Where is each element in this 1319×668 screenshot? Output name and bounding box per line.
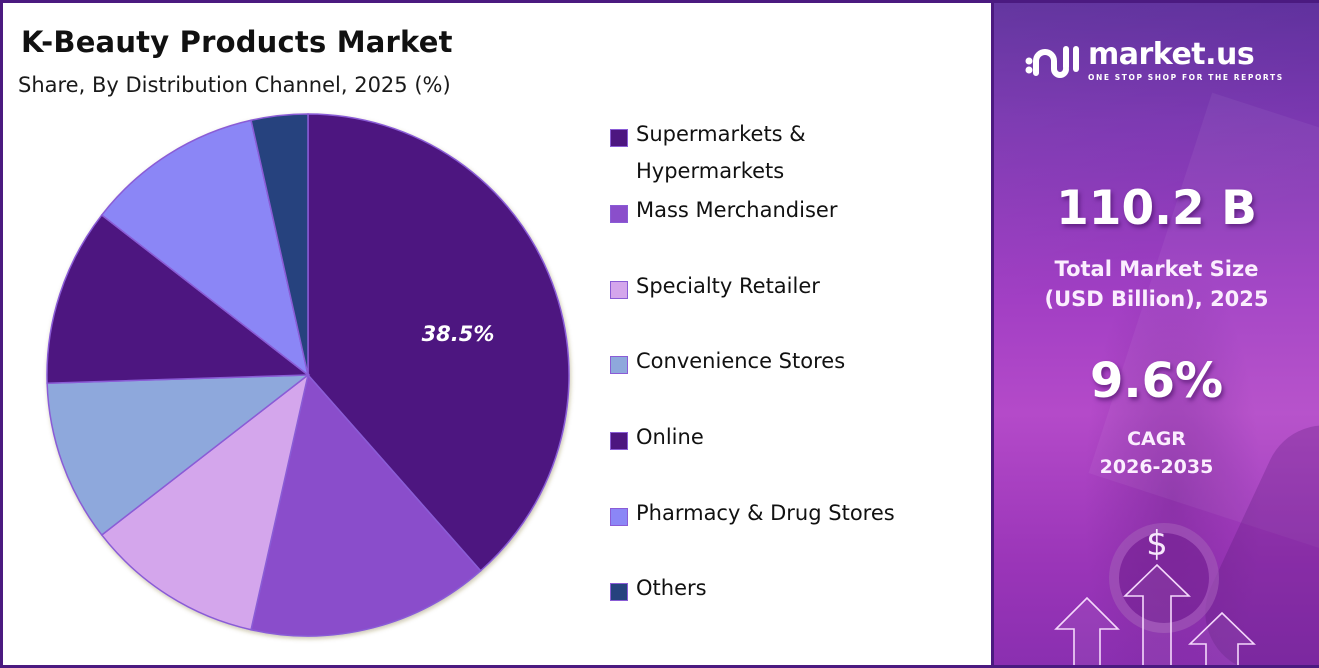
- pie-slice-pharmacy-drug-stores[interactable]: [100, 119, 310, 377]
- legend-label: Convenience Stores: [636, 349, 846, 373]
- legend-label-line2: Hypermarkets: [636, 159, 785, 183]
- legend-swatch-others: [610, 583, 628, 601]
- legend-swatch-online: [610, 432, 628, 450]
- legend-item-mass-merchandiser[interactable]: Mass Merchandiser: [610, 198, 956, 229]
- dollar-icon: $: [1146, 524, 1168, 564]
- legend-label-line1: Supermarkets &: [636, 122, 806, 146]
- pie-slice-online[interactable]: [46, 213, 311, 384]
- legend-label: Supermarkets & Hypermarkets: [636, 116, 956, 190]
- legend-item-specialty-retailer[interactable]: Specialty Retailer: [610, 274, 956, 305]
- brand-text: market.us ONE STOP SHOP FOR THE REPORTS: [1088, 37, 1284, 83]
- market-size-value: 110.2 B: [1056, 181, 1257, 236]
- pie-slice-others[interactable]: [250, 113, 309, 376]
- legend-label: Others: [636, 576, 707, 600]
- pie-chart-svg: [46, 113, 570, 637]
- legend-label: Online: [636, 425, 704, 449]
- chart-title: K-Beauty Products Market: [21, 25, 453, 59]
- pie-chart: 38.5%: [3, 3, 603, 665]
- legend-item-others[interactable]: Others: [610, 576, 956, 607]
- legend-swatch-pharmacy: [610, 508, 628, 526]
- market-size-label-line1: Total Market Size: [1054, 257, 1259, 281]
- brand-logo[interactable]: market.us ONE STOP SHOP FOR THE REPORTS: [1024, 39, 1284, 83]
- growth-arrows-icon: $: [1054, 524, 1256, 665]
- market-us-logo-icon: [1025, 46, 1079, 78]
- pie-slice-specialty-retailer[interactable]: [100, 373, 310, 631]
- chart-panel: K-Beauty Products Market Share, By Distr…: [3, 3, 991, 665]
- chart-subtitle: Share, By Distribution Channel, 2025 (%): [18, 73, 451, 97]
- pie-slice-convenience-stores[interactable]: [46, 374, 311, 537]
- legend-swatch-specialty-retailer: [610, 281, 628, 299]
- legend-label: Pharmacy & Drug Stores: [636, 501, 895, 525]
- legend-swatch-supermarkets: [610, 129, 628, 147]
- cagr-label: CAGR: [1127, 428, 1186, 450]
- brand-tagline: ONE STOP SHOP FOR THE REPORTS: [1088, 73, 1284, 82]
- pie-slice-mass-merchandiser[interactable]: [250, 373, 482, 637]
- market-size-label-line2: (USD Billion), 2025: [1044, 287, 1269, 311]
- legend-swatch-mass-merchandiser: [610, 205, 628, 223]
- legend-item-supermarkets[interactable]: Supermarkets & Hypermarkets: [610, 122, 956, 190]
- legend-swatch-convenience-stores: [610, 356, 628, 374]
- brand-name: market.us: [1088, 37, 1255, 72]
- slice-label-supermarkets: 38.5%: [421, 322, 495, 346]
- legend-item-online[interactable]: Online: [610, 425, 956, 456]
- legend-label: Specialty Retailer: [636, 274, 820, 298]
- coffee-cup-image: [1109, 523, 1219, 633]
- legend-label: Mass Merchandiser: [636, 198, 838, 222]
- stats-panel: market.us ONE STOP SHOP FOR THE REPORTS …: [991, 3, 1319, 665]
- pie-slice-supermarkets-hypermarkets[interactable]: [307, 113, 570, 572]
- legend-item-convenience-stores[interactable]: Convenience Stores: [610, 349, 956, 380]
- legend-item-pharmacy[interactable]: Pharmacy & Drug Stores: [610, 501, 956, 532]
- cagr-value: 9.6%: [1089, 353, 1224, 409]
- cagr-period: 2026-2035: [1099, 456, 1214, 478]
